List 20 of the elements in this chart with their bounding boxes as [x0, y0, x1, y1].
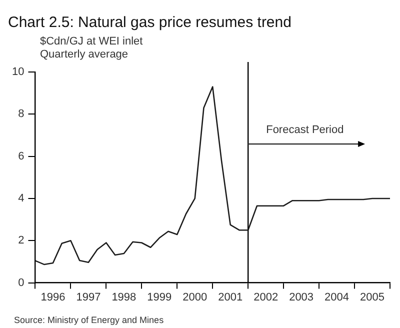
y-axis-title: $Cdn/GJ at WEI inlet Quarterly average: [40, 36, 143, 61]
y-tick-label: 10: [12, 66, 24, 78]
y-tick-label: 8: [18, 108, 24, 120]
x-tick-label: 2000: [182, 291, 208, 304]
y-tick-label: 4: [18, 192, 24, 205]
x-tick-label: 1996: [40, 291, 66, 304]
annotation: Forecast Period: [266, 124, 344, 136]
x-tick-label: 2005: [360, 291, 385, 304]
x-tick-label: 1997: [76, 291, 101, 304]
chart-title: Chart 2.5: Natural gas price resumes trend: [8, 14, 292, 32]
x-tick-label: 1999: [147, 291, 172, 304]
source-note: Source: Ministry of Energy and Mines: [14, 314, 164, 325]
x-tick-label: 2003: [289, 291, 314, 304]
y-tick-label: 0: [18, 276, 24, 289]
x-tick-label: 2001: [218, 291, 243, 304]
x-tick-label: 1998: [112, 291, 136, 304]
x-tick-label: 2002: [254, 291, 278, 304]
x-tick-label: 2004: [324, 291, 350, 304]
y-tick-label: 2: [18, 234, 24, 247]
y-tick-label: 6: [18, 150, 24, 162]
